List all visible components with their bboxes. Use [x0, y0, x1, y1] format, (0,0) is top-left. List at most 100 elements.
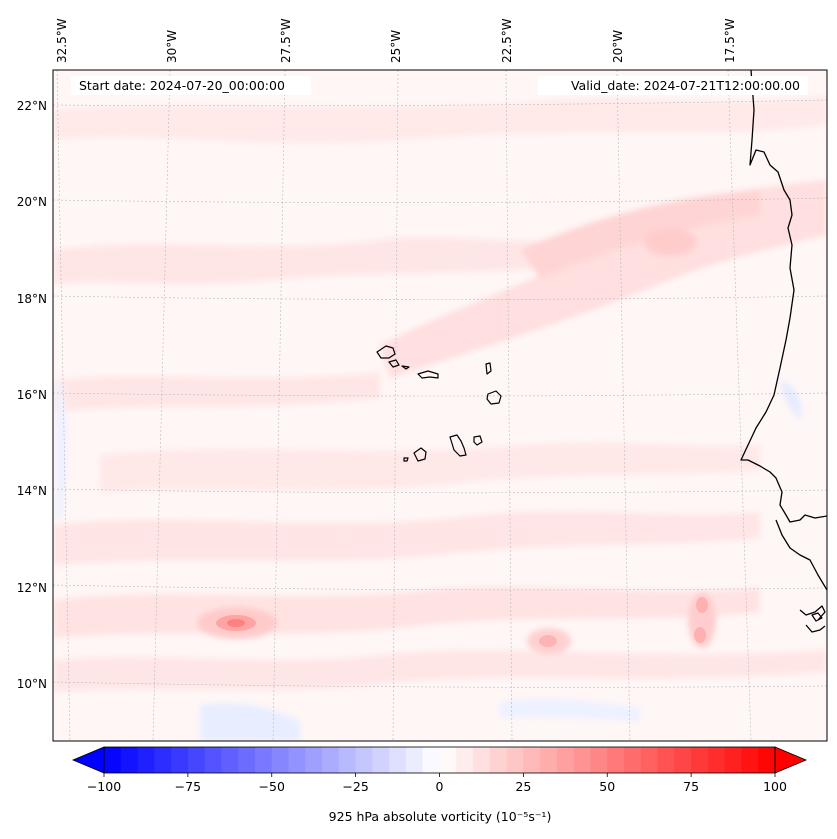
lat-tick-label: 20°N: [17, 195, 47, 209]
vorticity-band: [520, 190, 760, 278]
vorticity-band: [53, 95, 827, 143]
vorticity-maximum: [644, 228, 696, 256]
colorbar-cell: [305, 747, 323, 773]
lon-tick-label: 22.5°W: [500, 18, 514, 63]
negative-vorticity-patch: [500, 698, 640, 722]
african-coastline: [805, 624, 826, 633]
colorbar-ticks: −100 −75 −50 −25 0 25 50 75 100: [87, 773, 787, 794]
colorbar-cell: [741, 747, 759, 773]
colorbar-label: 925 hPa absolute vorticity (10⁻⁵s⁻¹): [329, 809, 552, 824]
sao-vicente-island: [388, 359, 400, 368]
vorticity-band: [53, 372, 380, 412]
latitude-ticks: 22°N 20°N 18°N 16°N 14°N 12°N 10°N: [17, 99, 47, 691]
colorbar-tick-label: −25: [342, 779, 368, 794]
colorbar-cell: [489, 747, 508, 773]
colorbar-cell: [204, 747, 222, 773]
colorbar-cell: [691, 747, 709, 773]
vorticity-core: [539, 635, 557, 647]
colorbar-cell: [707, 747, 726, 773]
colorbar-cell: [238, 747, 256, 773]
colorbar-tick-label: −100: [87, 779, 121, 794]
vorticity-band: [100, 442, 760, 492]
colorbar-tick-label: 0: [436, 779, 444, 794]
lon-tick-label: 20°W: [611, 30, 625, 63]
sao-nicolau-island: [417, 370, 439, 379]
bijagos-islands: [811, 612, 823, 622]
colorbar-cell: [456, 747, 474, 773]
african-coastline: [799, 605, 826, 621]
vorticity-core: [694, 627, 706, 643]
boa-vista-island: [486, 390, 502, 405]
lat-tick-label: 18°N: [17, 292, 47, 306]
coastline: [740, 70, 827, 633]
colorbar-tick-label: −75: [175, 779, 201, 794]
fogo-island: [413, 447, 427, 462]
colorbar-cell: [724, 747, 742, 773]
colorbar-tick-label: 75: [683, 779, 699, 794]
colorbar-cell: [674, 747, 692, 773]
colorbar-cell: [171, 747, 189, 773]
colorbar-cell: [405, 747, 424, 773]
lon-tick-label: 17.5°W: [723, 18, 737, 63]
colorbar-cell: [590, 747, 608, 773]
colorbar-cell: [506, 747, 524, 773]
colorbar-cell: [624, 747, 642, 773]
colorbar-tick-label: 100: [763, 779, 787, 794]
lon-tick-label: 27.5°W: [279, 18, 293, 63]
colorbar-cell: [355, 747, 373, 773]
african-coastline: [775, 519, 827, 591]
map-panel: Start date: 2024-07-20_00:00:00 Valid_da…: [17, 18, 828, 742]
colorbar-cell: [372, 747, 390, 773]
lat-tick-label: 22°N: [17, 99, 47, 113]
colorbar-cell: [322, 747, 340, 773]
lon-tick-label: 30°W: [165, 30, 179, 63]
colorbar-max-arrow: [774, 746, 808, 774]
santo-antao-island: [376, 345, 396, 359]
negative-vorticity-patch: [780, 380, 802, 420]
colorbar-cell: [422, 747, 440, 773]
colorbar-cell: [104, 747, 122, 773]
colorbar-cell: [439, 747, 457, 773]
colorbar-cells: [104, 747, 776, 773]
colorbar-cell: [254, 747, 273, 773]
colorbar-cell: [523, 747, 541, 773]
lat-tick-label: 16°N: [17, 388, 47, 402]
vorticity-band: [380, 180, 827, 378]
valid-date-box: [538, 76, 808, 95]
santa-luzia-island: [401, 365, 410, 370]
vorticity-band: [53, 235, 600, 285]
negative-vorticity-patch: [56, 380, 67, 520]
colorbar-cell: [389, 747, 407, 773]
vorticity-band: [53, 650, 827, 692]
colorbar-cell: [120, 747, 139, 773]
african-coastline: [740, 70, 827, 523]
sal-island: [485, 362, 492, 375]
colorbar-cell: [271, 747, 290, 773]
maio-island: [473, 435, 483, 446]
colorbar-cell: [187, 747, 206, 773]
colorbar-cell: [338, 747, 357, 773]
colorbar-cell: [573, 747, 591, 773]
brava-island: [403, 457, 409, 462]
lon-tick-label: 25°W: [389, 30, 403, 63]
colorbar-cell: [640, 747, 659, 773]
colorbar-cell: [607, 747, 625, 773]
colorbar-cell: [137, 747, 155, 773]
vorticity-band: [53, 511, 760, 565]
start-date-box: [71, 76, 311, 95]
islands: [376, 345, 823, 622]
colorbar-tick-label: −50: [259, 779, 285, 794]
lat-tick-label: 12°N: [17, 581, 47, 595]
map-frame: [52, 69, 828, 742]
colorbar-cell: [556, 747, 575, 773]
colorbar-tick-label: 50: [599, 779, 615, 794]
colorbar-cell: [473, 747, 491, 773]
vorticity-core: [696, 597, 708, 613]
colorbar-tick-label: 25: [515, 779, 531, 794]
longitude-ticks: 32.5°W 30°W 27.5°W 25°W 22.5°W 20°W 17.5…: [55, 18, 737, 63]
santiago-island: [449, 434, 467, 457]
lat-tick-label: 10°N: [17, 677, 47, 691]
lat-tick-label: 14°N: [17, 484, 47, 498]
colorbar: −100 −75 −50 −25 0 25 50 75 100 925 hPa absolute…: [71, 746, 808, 824]
